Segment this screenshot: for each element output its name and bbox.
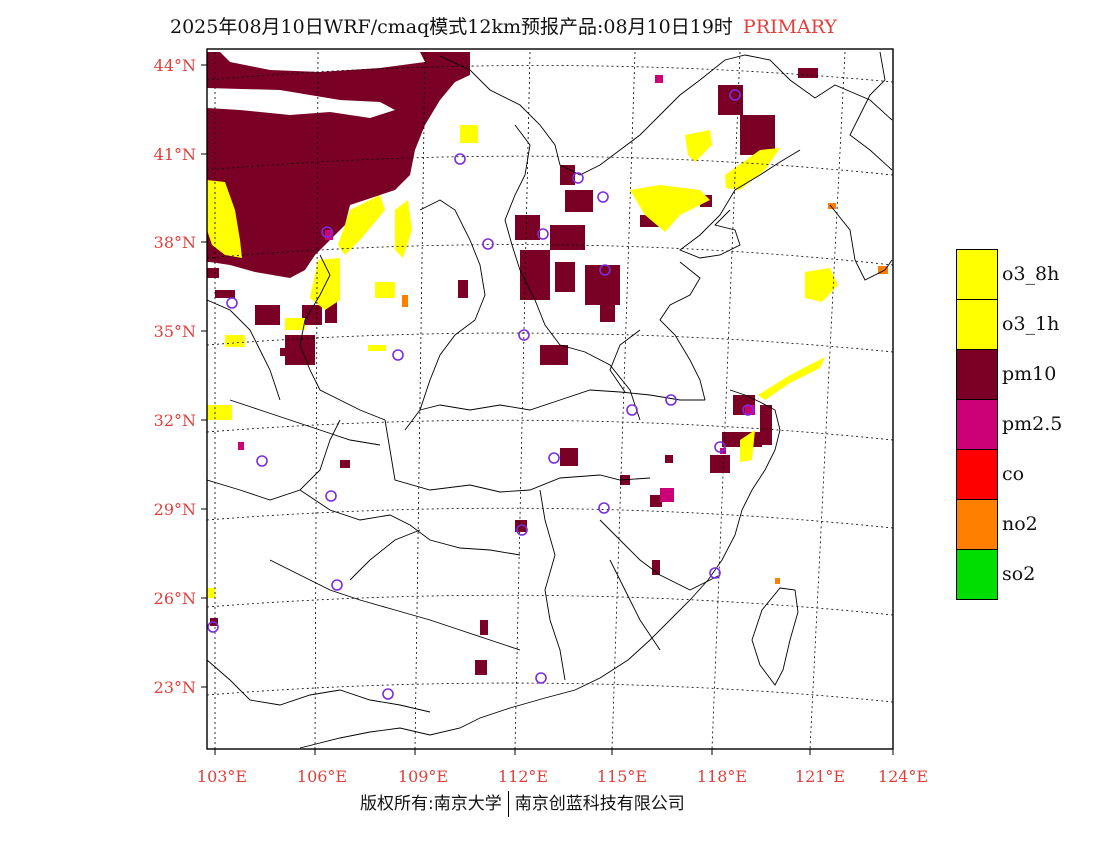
legend-item-pm10: pm10 [956, 349, 1086, 400]
legend-label-o3-8h: o3_8h [1002, 263, 1060, 285]
lat-label-41n: 41°N [154, 145, 196, 164]
footer-right: 南京创蓝科技有限公司 [514, 794, 685, 814]
legend: o3_8h o3_1h pm10 pm2.5 co no2 so2 [956, 249, 1086, 600]
lon-label-103e: 103°E [197, 767, 247, 786]
title-main: 2025年08月10日WRF/cmaq模式12km预报产品:08月10日19时 [170, 16, 733, 38]
tick-marks [201, 64, 894, 755]
legend-item-o3-8h: o3_8h [956, 249, 1086, 300]
lon-label-112e: 112°E [498, 767, 548, 786]
lon-label-118e: 118°E [697, 767, 747, 786]
boundaries [207, 51, 893, 749]
chart-title: 2025年08月10日WRF/cmaq模式12km预报产品:08月10日19时 P… [170, 12, 837, 39]
lat-label-23n: 23°N [154, 678, 196, 697]
legend-swatch-co [956, 449, 998, 500]
legend-label-so2: so2 [1002, 563, 1036, 585]
lat-label-38n: 38°N [154, 233, 196, 252]
legend-item-pm25: pm2.5 [956, 399, 1086, 450]
footer-separator [507, 791, 509, 817]
legend-item-so2: so2 [956, 549, 1086, 600]
map-frame [206, 48, 894, 750]
lat-label-26n: 26°N [154, 589, 196, 608]
footer-left: 版权所有:南京大学 [360, 794, 502, 814]
lat-label-35n: 35°N [154, 322, 196, 341]
legend-swatch-o3-8h [956, 249, 998, 300]
legend-swatch-pm25 [956, 399, 998, 450]
legend-swatch-o3-1h [956, 299, 998, 350]
legend-swatch-so2 [956, 549, 998, 600]
legend-label-no2: no2 [1002, 513, 1038, 535]
legend-swatch-pm10 [956, 349, 998, 400]
lon-label-109e: 109°E [398, 767, 448, 786]
legend-label-pm10: pm10 [1002, 363, 1057, 385]
lat-label-32n: 32°N [154, 411, 196, 430]
lon-label-124e: 124°E [878, 767, 928, 786]
legend-item-co: co [956, 449, 1086, 500]
legend-label-co: co [1002, 463, 1025, 485]
station-markers [207, 89, 754, 700]
pm10-gaps [207, 52, 425, 118]
lat-label-29n: 29°N [154, 500, 196, 519]
lon-label-115e: 115°E [597, 767, 647, 786]
legend-label-pm25: pm2.5 [1002, 413, 1063, 435]
no2-field [402, 203, 888, 584]
legend-swatch-no2 [956, 499, 998, 550]
legend-item-no2: no2 [956, 499, 1086, 550]
graticule [207, 51, 893, 749]
title-tag: PRIMARY [742, 16, 837, 38]
lon-label-121e: 121°E [795, 767, 845, 786]
o3-field [207, 125, 838, 598]
lat-label-44n: 44°N [154, 56, 196, 75]
legend-label-o3-1h: o3_1h [1002, 313, 1060, 335]
copyright-footer: 版权所有:南京大学 南京创蓝科技有限公司 [360, 789, 685, 817]
legend-item-o3-1h: o3_1h [956, 299, 1086, 350]
lon-label-106e: 106°E [297, 767, 347, 786]
